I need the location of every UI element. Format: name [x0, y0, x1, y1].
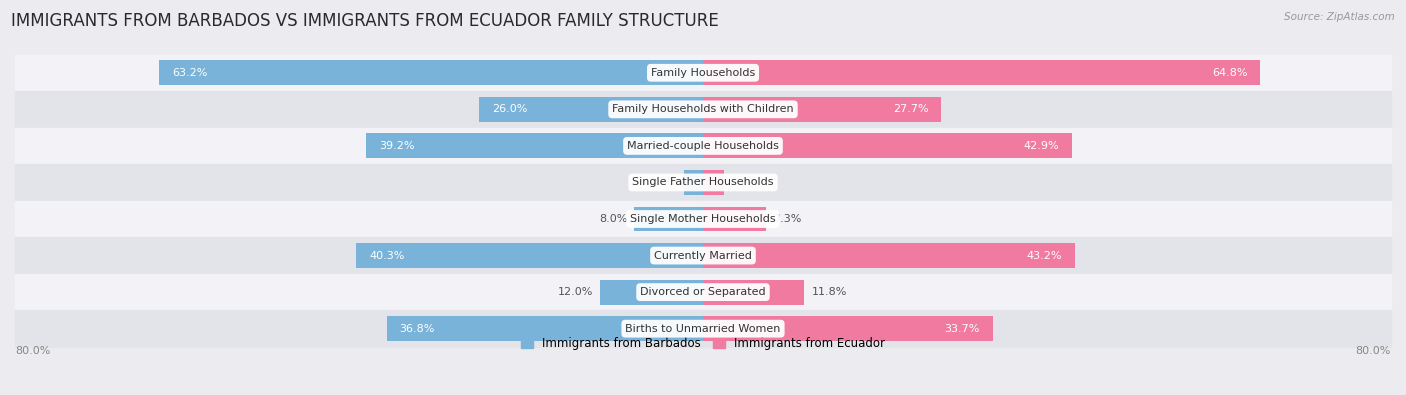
Text: Family Households with Children: Family Households with Children — [612, 104, 794, 114]
Text: 39.2%: 39.2% — [378, 141, 415, 151]
Bar — [703, 97, 941, 122]
Bar — [15, 164, 1391, 201]
Text: 26.0%: 26.0% — [492, 104, 527, 114]
Text: 80.0%: 80.0% — [15, 346, 51, 356]
Text: 2.4%: 2.4% — [731, 177, 759, 188]
Bar — [366, 134, 703, 158]
Text: 42.9%: 42.9% — [1024, 141, 1059, 151]
Text: 36.8%: 36.8% — [399, 324, 434, 334]
Bar — [15, 91, 1391, 128]
Text: Single Mother Households: Single Mother Households — [630, 214, 776, 224]
Bar — [600, 280, 703, 305]
Text: 8.0%: 8.0% — [599, 214, 627, 224]
Text: Family Households: Family Households — [651, 68, 755, 78]
Bar — [703, 243, 1074, 268]
Text: Married-couple Households: Married-couple Households — [627, 141, 779, 151]
Text: Divorced or Separated: Divorced or Separated — [640, 287, 766, 297]
Bar — [15, 274, 1391, 310]
Bar — [685, 170, 703, 195]
Text: IMMIGRANTS FROM BARBADOS VS IMMIGRANTS FROM ECUADOR FAMILY STRUCTURE: IMMIGRANTS FROM BARBADOS VS IMMIGRANTS F… — [11, 12, 718, 30]
Bar — [356, 243, 703, 268]
Text: 40.3%: 40.3% — [370, 250, 405, 261]
Text: 64.8%: 64.8% — [1212, 68, 1247, 78]
Text: 11.8%: 11.8% — [811, 287, 846, 297]
Bar — [479, 97, 703, 122]
Text: 33.7%: 33.7% — [945, 324, 980, 334]
Text: Currently Married: Currently Married — [654, 250, 752, 261]
Text: 63.2%: 63.2% — [173, 68, 208, 78]
Bar — [15, 201, 1391, 237]
Bar — [15, 55, 1391, 91]
Bar — [703, 207, 766, 231]
Text: 43.2%: 43.2% — [1026, 250, 1062, 261]
Text: 2.2%: 2.2% — [648, 177, 678, 188]
Bar — [159, 60, 703, 85]
Bar — [15, 128, 1391, 164]
Bar — [703, 60, 1260, 85]
Bar — [15, 310, 1391, 347]
Text: Source: ZipAtlas.com: Source: ZipAtlas.com — [1284, 12, 1395, 22]
Text: 80.0%: 80.0% — [1355, 346, 1391, 356]
Bar — [703, 170, 724, 195]
Text: Single Father Households: Single Father Households — [633, 177, 773, 188]
Bar — [634, 207, 703, 231]
Text: Births to Unmarried Women: Births to Unmarried Women — [626, 324, 780, 334]
Text: 12.0%: 12.0% — [558, 287, 593, 297]
Legend: Immigrants from Barbados, Immigrants from Ecuador: Immigrants from Barbados, Immigrants fro… — [522, 337, 884, 350]
Text: 27.7%: 27.7% — [893, 104, 928, 114]
Bar — [15, 237, 1391, 274]
Bar — [703, 280, 804, 305]
Text: 7.3%: 7.3% — [773, 214, 801, 224]
Bar — [703, 134, 1071, 158]
Bar — [387, 316, 703, 341]
Bar — [703, 316, 993, 341]
